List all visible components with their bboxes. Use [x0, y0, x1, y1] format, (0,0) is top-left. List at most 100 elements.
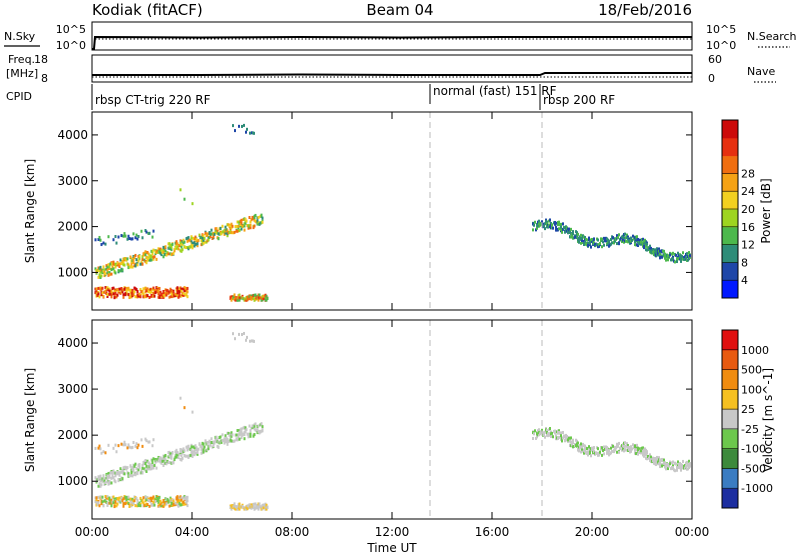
power-cell — [204, 231, 207, 235]
velocity-cell — [564, 439, 566, 443]
velocity-cell — [584, 449, 586, 453]
power-cell — [136, 237, 139, 241]
power-cell — [164, 245, 167, 249]
power-cell — [652, 247, 654, 251]
power-cell — [162, 250, 165, 254]
power-cell — [134, 253, 137, 257]
velocity-cell — [677, 460, 679, 464]
velocity-cell — [589, 450, 591, 454]
power-cell — [650, 246, 652, 250]
velocity-cell — [617, 444, 619, 448]
velocity-cell — [262, 506, 265, 510]
velocity-cell — [249, 434, 252, 438]
velocity-cell — [602, 449, 604, 453]
velocity-colorbar-label: Velocity [m s^-1] — [761, 368, 775, 472]
power-cell — [539, 223, 541, 227]
velocity-ytick-label: 2000 — [57, 428, 88, 442]
velocity-cell — [570, 436, 572, 440]
velocity-cell — [174, 501, 177, 505]
velocity-cell — [598, 453, 600, 457]
power-cell — [665, 258, 667, 262]
power-cell — [245, 130, 247, 134]
velocity-cell — [208, 439, 211, 443]
power-cell — [191, 244, 194, 248]
velocity-cell — [686, 460, 688, 464]
power-cell — [588, 236, 590, 240]
velocity-cell — [246, 335, 248, 339]
power-cell — [178, 244, 181, 248]
power-cell — [210, 228, 213, 232]
power-cell — [162, 248, 165, 252]
freq-tick-low: 8 — [41, 72, 48, 85]
power-colorbar-tick-label: 8 — [741, 256, 748, 269]
power-colorbar-tick-label: 20 — [741, 203, 755, 216]
power-cell — [141, 262, 144, 266]
power-cell — [257, 298, 260, 302]
velocity-colorbar-tick-label: 25 — [741, 403, 755, 416]
velocity-cell — [240, 436, 243, 440]
power-colorbar-swatch — [722, 155, 738, 174]
power-cell — [137, 294, 140, 298]
velocity-cell — [583, 451, 585, 455]
velocity-cell — [95, 496, 98, 500]
velocity-cell — [106, 501, 109, 505]
velocity-cell — [163, 503, 166, 507]
power-cell — [136, 263, 139, 267]
velocity-cell — [191, 454, 194, 458]
velocity-cell — [650, 455, 652, 459]
velocity-cell — [630, 449, 632, 453]
velocity-cell — [672, 460, 674, 464]
power-cell — [153, 294, 156, 298]
power-cell — [184, 286, 187, 290]
power-cell — [196, 240, 199, 244]
power-cell — [689, 255, 691, 259]
power-cell — [106, 294, 109, 298]
velocity-cell — [217, 445, 220, 449]
power-cell — [125, 289, 128, 293]
velocity-cell — [645, 453, 647, 457]
velocity-cell — [646, 451, 648, 455]
power-cell — [124, 257, 127, 261]
velocity-cell — [124, 443, 127, 447]
velocity-cell — [134, 462, 137, 466]
power-cell — [602, 240, 604, 244]
power-cell — [115, 241, 118, 245]
power-cell — [243, 228, 246, 232]
velocity-cell — [193, 453, 196, 457]
power-colorbar-tick-label: 4 — [741, 274, 748, 287]
power-cell — [113, 269, 116, 273]
velocity-cell — [536, 431, 538, 435]
power-cell — [644, 242, 646, 246]
power-cell — [150, 258, 153, 262]
power-cell — [249, 223, 252, 227]
velocity-cell — [182, 502, 185, 506]
power-cell — [583, 242, 585, 246]
power-cell — [124, 293, 127, 297]
velocity-cell — [129, 464, 132, 468]
power-cell — [139, 288, 142, 292]
velocity-cell — [111, 474, 114, 478]
velocity-cell — [131, 497, 134, 501]
velocity-cell — [153, 463, 156, 467]
velocity-cell — [127, 495, 130, 499]
power-cell — [106, 267, 109, 271]
power-cell — [135, 258, 138, 262]
velocity-ytick-label: 3000 — [57, 382, 88, 396]
velocity-cell — [132, 440, 135, 444]
power-cell — [618, 233, 620, 237]
velocity-cell — [586, 447, 588, 451]
power-cell — [158, 286, 161, 290]
velocity-cell — [190, 443, 193, 447]
power-cell — [249, 226, 252, 230]
velocity-cell — [554, 429, 556, 433]
power-cell — [171, 242, 174, 246]
power-cell — [97, 269, 100, 273]
cpid-label: CPID — [6, 90, 32, 103]
velocity-cell — [613, 450, 615, 454]
power-cell — [230, 230, 233, 234]
velocity-cell — [219, 435, 222, 439]
power-cell — [167, 252, 170, 256]
power-cell — [201, 236, 204, 240]
power-cell — [580, 233, 582, 237]
velocity-cell — [129, 497, 132, 501]
